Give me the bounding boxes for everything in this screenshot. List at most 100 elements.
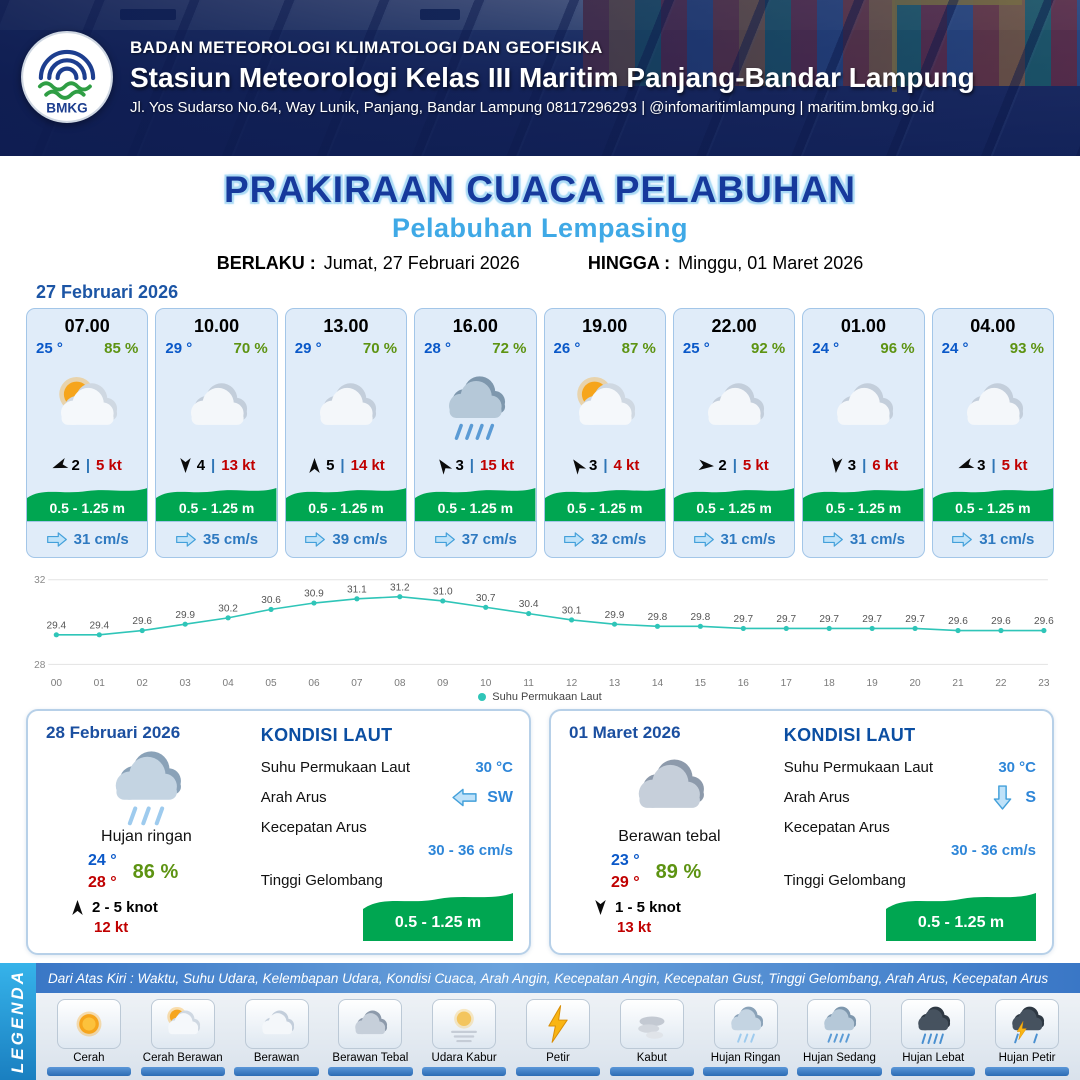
card-time: 16.00 [452, 316, 498, 336]
card-wind-row: 3 | 15 kt [415, 457, 535, 475]
svg-text:12: 12 [566, 678, 578, 689]
chart-legend: Suhu Permukaan Laut [26, 691, 1054, 703]
current-speed-value: 39 cm/s [332, 531, 388, 548]
temp-min: 23 ° [611, 852, 640, 869]
wind-speed: 13 kt [221, 457, 256, 474]
legend-label: Hujan Lebat [902, 1052, 965, 1064]
card-wind-row: 5 | 14 kt [286, 457, 406, 474]
card-humidity: 85 % [104, 340, 139, 357]
cerah-icon [56, 999, 121, 1049]
hujan-ringan-icon [713, 999, 778, 1049]
legend-item: Cerah Berawan [138, 999, 228, 1076]
legend-item: Kabut [607, 999, 697, 1076]
wind-speed: 6 kt [872, 457, 899, 474]
svg-text:29.4: 29.4 [89, 620, 109, 631]
hujan-sedang-icon [807, 999, 872, 1049]
card-temperature: 25 ° [36, 340, 63, 357]
svg-text:29.6: 29.6 [132, 616, 152, 627]
wind-force: 2 [71, 457, 80, 474]
current-speed-value: 35 cm/s [203, 531, 259, 548]
forecast-card: 19.00 26 ° 87 % 3 | 4 kt 0.5 - 1.25 m 32 cm/s [543, 308, 666, 558]
svg-text:02: 02 [137, 678, 149, 689]
svg-text:04: 04 [222, 678, 234, 689]
wind-direction-icon [178, 457, 193, 474]
svg-text:31.0: 31.0 [433, 587, 453, 598]
current-direction-icon [451, 787, 478, 808]
daily-weather-label: Berawan tebal [618, 828, 721, 845]
wind-direction-icon [566, 454, 588, 477]
wind-force: 3 [455, 457, 464, 474]
current-arrow-icon [175, 531, 197, 548]
svg-text:06: 06 [308, 678, 320, 689]
svg-text:29.8: 29.8 [691, 612, 711, 623]
daily-gust: 13 kt [617, 918, 652, 936]
svg-text:15: 15 [695, 678, 707, 689]
weather-icon [415, 357, 535, 457]
svg-text:30.2: 30.2 [218, 604, 238, 615]
legend-underline [46, 1067, 132, 1076]
current-speed-value: 31 cm/s [73, 531, 129, 548]
daily-wind-range: 1 - 5 knot [615, 898, 681, 916]
legend-item: Berawan [232, 999, 322, 1076]
weather-icon [674, 357, 794, 457]
current-speed-row: 31 cm/s [932, 521, 1053, 557]
wave-height-band: 0.5 - 1.25 m [544, 481, 665, 521]
wind-direction-icon [828, 456, 844, 474]
weather-icon [545, 357, 665, 457]
station-name: Stasiun Meteorologi Kelas III Maritim Pa… [130, 62, 975, 94]
card-temperature: 25 ° [682, 340, 710, 357]
current-speed-label: Kecepatan Arus [260, 819, 367, 836]
wave-height-band: 0.5 - 1.25 m [156, 481, 277, 521]
card-time: 07.00 [64, 316, 110, 336]
legend-underline [515, 1067, 601, 1076]
berlaku-label: BERLAKU : [216, 253, 316, 273]
wave-height-badge: 0.5 - 1.25 m [363, 887, 513, 941]
daily-temps: 23 ° 29 ° 89 % [611, 850, 770, 895]
current-speed-row: 31 cm/s [27, 521, 148, 557]
legend-underline [234, 1067, 319, 1076]
current-speed-row: 32 cm/s [544, 521, 665, 557]
current-speed-value: 31 cm/s [979, 531, 1035, 548]
wind-direction-icon [49, 456, 70, 476]
temp-max: 28 ° [88, 874, 117, 892]
forecast-card: 22.00 25 ° 92 % 2 | 5 kt 0.5 - 1.25 m 31 cm/s [672, 308, 796, 558]
forecast-card: 10.00 29 ° 70 % 4 | 13 kt 0.5 - 1.25 m 35 cm/s [155, 308, 278, 558]
current-arrow-icon [46, 531, 68, 548]
kabut-icon [619, 999, 684, 1049]
daily-summary-row: 28 Februari 2026 Hujan ringan 24 ° 28 ° … [0, 709, 1080, 955]
hingga-value: Minggu, 01 Maret 2026 [678, 253, 864, 273]
legend-item: Hujan Sedang [795, 999, 885, 1076]
temp-min: 24 ° [88, 852, 117, 869]
svg-text:05: 05 [265, 678, 277, 689]
wave-height-band: 0.5 - 1.25 m [673, 481, 795, 521]
header: BMKG BADAN METEOROLOGI KLIMATOLOGI DAN G… [0, 0, 1080, 156]
card-humidity: 93 % [1009, 340, 1044, 357]
berawan-tebal-icon [338, 999, 403, 1049]
legend-underline [328, 1067, 413, 1076]
current-speed-row: 39 cm/s [285, 521, 407, 557]
current-speed-value: 31 cm/s [720, 531, 776, 548]
wind-direction-icon [955, 456, 976, 476]
weather-icon [933, 357, 1053, 457]
wave-height-band: 0.5 - 1.25 m [415, 481, 536, 521]
svg-text:32: 32 [34, 575, 46, 586]
wind-speed: 15 kt [479, 457, 515, 474]
cerah-berawan-icon [150, 999, 215, 1049]
svg-text:29.6: 29.6 [948, 616, 968, 627]
card-time: 19.00 [582, 316, 628, 336]
svg-text:11: 11 [523, 678, 534, 689]
card-time: 01.00 [840, 316, 886, 336]
hujan-petir-icon [995, 999, 1060, 1049]
sea-condition-title: KONDISI LAUT [260, 725, 393, 745]
svg-text:21: 21 [952, 678, 964, 689]
legend-item: Hujan Ringan [701, 999, 791, 1076]
wave-height-label: Tinggi Gelombang [260, 872, 383, 889]
petir-icon [525, 999, 590, 1049]
legend-item: Cerah [44, 999, 134, 1076]
current-arrow-icon [434, 531, 456, 548]
current-speed-value: 32 cm/s [591, 531, 647, 548]
legend-item: Berawan Tebal [325, 999, 415, 1076]
legend-underline [797, 1067, 882, 1076]
current-speed-value: 37 cm/s [461, 531, 517, 548]
daily-weather-icon [46, 743, 247, 831]
